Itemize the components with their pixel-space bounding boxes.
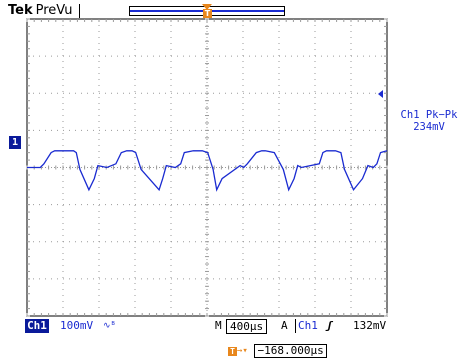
- trigger-slope-icon[interactable]: ʃ: [326, 319, 333, 332]
- measurement-readout: Ch1 Pk−Pk 234mV: [390, 109, 468, 133]
- delay-arrow-icon: →▾: [237, 346, 248, 356]
- header-separator: [79, 4, 80, 18]
- trigger-source[interactable]: Ch1: [295, 319, 320, 333]
- graticule: [26, 18, 388, 317]
- bandwidth-limit-icon: ∿ᴮ: [103, 321, 116, 331]
- time-per-div[interactable]: 400µs: [226, 319, 268, 334]
- delay-trigger-icon: T: [228, 346, 237, 356]
- acquire-mode: A: [281, 319, 288, 332]
- measurement-label: Ch1 Pk−Pk: [400, 109, 458, 121]
- ch1-channel-tag[interactable]: Ch1: [25, 319, 49, 333]
- acquisition-status: PreVu: [35, 3, 73, 18]
- trigger-position-arrow-icon: [202, 4, 212, 10]
- tek-logo: Tek: [8, 3, 33, 18]
- ch1-waveform-trace: [27, 150, 388, 192]
- horizontal-delay: T →▾ −168.000µs: [228, 344, 327, 358]
- ch1-ground-marker[interactable]: 1: [9, 136, 21, 149]
- brand-label: Tek PreVu: [8, 3, 73, 18]
- status-bar: Ch1 100mV ∿ᴮ M 400µs A Ch1 ʃ 132mV: [0, 319, 469, 334]
- main-timebase-label: M: [215, 319, 222, 332]
- volts-per-div: 100mV: [60, 319, 94, 332]
- trigger-level-value: 132mV: [353, 319, 387, 332]
- measurement-value: 234mV: [413, 121, 445, 133]
- delay-value[interactable]: −168.000µs: [254, 344, 327, 358]
- trigger-position-icon[interactable]: T: [203, 9, 212, 18]
- trigger-level-arrow-icon[interactable]: [378, 90, 383, 98]
